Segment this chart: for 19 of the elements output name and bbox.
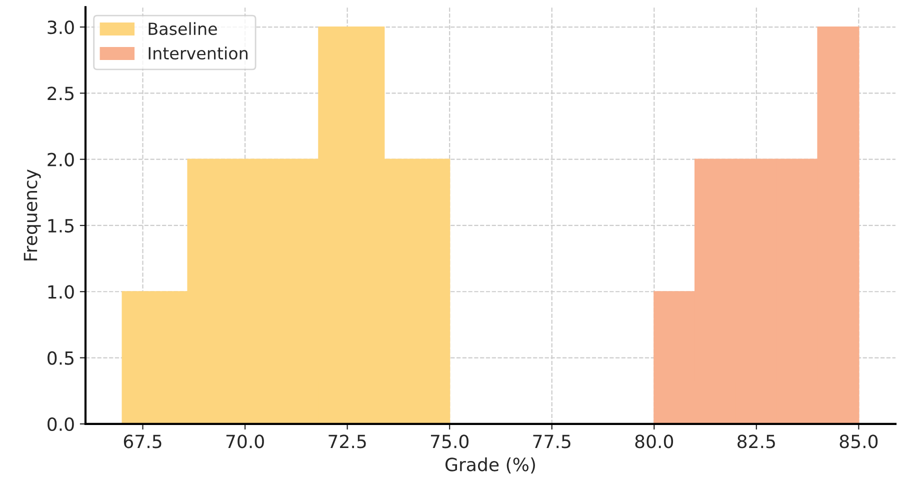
legend-label: Baseline xyxy=(148,22,217,36)
y-tick-label: 0.0 xyxy=(48,417,74,432)
x-tick-label: 75.0 xyxy=(430,434,468,448)
x-axis-title: Grade (%) xyxy=(445,457,535,474)
x-tick-label: 70.0 xyxy=(226,434,264,448)
y-tick-label: 1.0 xyxy=(48,285,74,299)
x-tick-label: 67.5 xyxy=(124,434,162,448)
legend-label: Intervention xyxy=(148,46,248,60)
y-tick-label: 3.0 xyxy=(48,20,74,34)
x-tick-label: 72.5 xyxy=(328,434,366,448)
x-tick-label: 82.5 xyxy=(738,434,775,448)
y-tick-label: 2.5 xyxy=(48,86,74,100)
y-tick-label: 2.0 xyxy=(48,152,74,166)
x-tick-label: 85.0 xyxy=(840,434,878,448)
x-tick-label: 77.5 xyxy=(533,434,570,448)
y-axis-title: Frequency xyxy=(24,169,41,260)
y-tick-label: 1.5 xyxy=(48,219,74,233)
y-tick-label: 0.5 xyxy=(48,351,74,365)
x-tick-label: 80.0 xyxy=(635,434,674,448)
